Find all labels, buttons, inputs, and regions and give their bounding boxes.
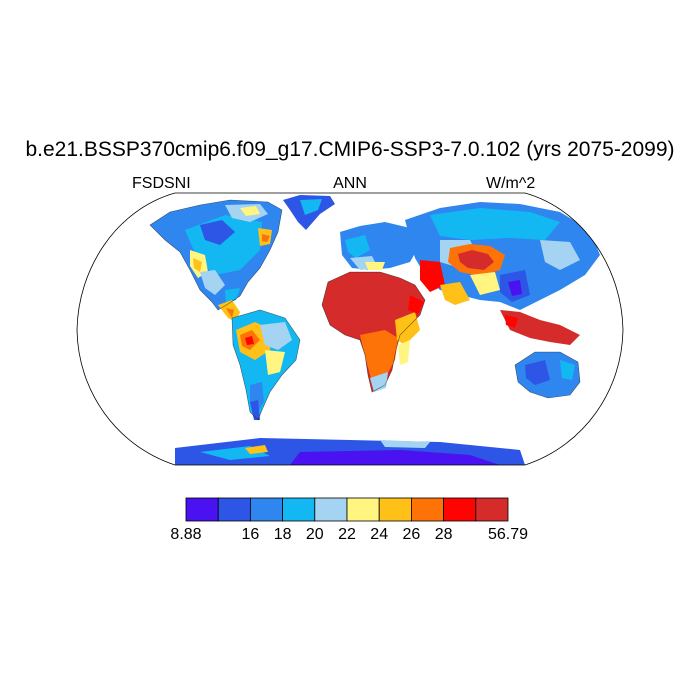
colorbar-box [185,497,219,522]
africa-region [322,272,425,392]
units-label: W/m^2 [486,175,536,192]
season-label: ANN [333,175,367,192]
colorbar-box [217,497,251,522]
colorbar-box [314,497,348,522]
colorbar-box [475,497,509,522]
variable-label: FSDSNI [132,175,191,192]
colorbar [185,497,509,522]
colorbar-box [410,497,444,522]
colorbar-box [378,497,412,522]
colorbar-box [249,497,283,522]
map-outline [76,192,624,466]
colorbar-box [282,497,316,522]
colorbar-box [346,497,380,522]
colorbar-box [443,497,477,522]
page-title: b.e21.BSSP370cmip6.f09_g17.CMIP6-SSP3-7.… [25,138,675,161]
maritime-asia-region [500,310,580,345]
land-shading [150,195,600,465]
